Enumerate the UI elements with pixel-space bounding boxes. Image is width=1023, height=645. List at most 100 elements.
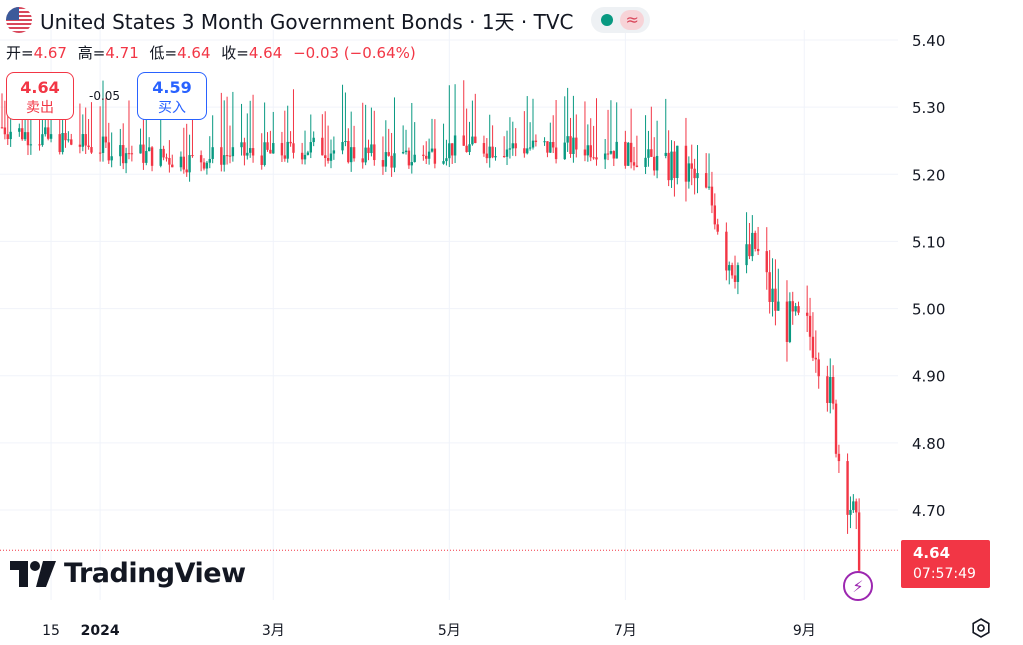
candle-body (251, 148, 255, 156)
candle-body (693, 168, 696, 179)
candle-body (101, 136, 105, 153)
candle-body (425, 155, 428, 159)
candle-body (696, 173, 699, 179)
candle-body (837, 453, 841, 462)
close-value: 4.64 (248, 44, 283, 62)
candle-body (269, 149, 272, 154)
low-label: 低= (149, 44, 178, 62)
change-value: −0.03 (−0.64%) (293, 44, 416, 62)
candle-body (384, 152, 388, 167)
candle-body (312, 137, 315, 143)
buy-price: 4.59 (152, 78, 192, 97)
symbol-title[interactable]: United States 3 Month Government Bonds ·… (40, 9, 574, 34)
candle-body (563, 142, 566, 160)
candle-body (303, 154, 307, 160)
candle-body (482, 143, 486, 154)
candle-body (361, 158, 364, 163)
candle-body (410, 162, 413, 166)
candle-body (272, 143, 275, 154)
candle-body (632, 162, 636, 166)
candle-body (592, 157, 595, 159)
candle-body (18, 128, 21, 132)
candle-body (595, 157, 598, 160)
candle-body (526, 148, 529, 154)
candle-body (462, 135, 465, 146)
candle-body (81, 134, 85, 147)
candle-body (733, 275, 737, 282)
candle-body (826, 376, 829, 403)
candle-body (572, 137, 575, 154)
candle-body (491, 146, 494, 158)
candle-body (220, 147, 223, 165)
candle-body (433, 148, 437, 164)
candle-body (612, 151, 616, 159)
sell-button[interactable]: 4.64 卖出 (6, 72, 74, 120)
candle-body (704, 173, 708, 188)
candle-body (774, 288, 777, 311)
buy-label: 买入 (158, 100, 186, 116)
candle-body (794, 306, 797, 312)
price-tick-label: 5.40 (912, 32, 945, 50)
candle-body (260, 155, 263, 165)
candle-body (609, 151, 613, 154)
delayed-data-icon: ≈ (620, 10, 644, 30)
candle-body (583, 149, 587, 156)
candle-body (165, 157, 168, 159)
last-price-tag: 4.64 07:57:49 (901, 540, 990, 588)
candle-body (41, 134, 44, 146)
candle-body (655, 155, 659, 171)
open-value: 4.67 (33, 44, 67, 62)
candle-body (44, 127, 47, 135)
candle-body (647, 149, 650, 158)
candle-body (104, 136, 108, 143)
settings-icon[interactable] (970, 617, 992, 639)
candle-body (87, 145, 90, 148)
candle-body (751, 232, 754, 257)
candle-body (765, 251, 768, 273)
high-value: 4.71 (105, 44, 139, 62)
candle-body (676, 145, 679, 178)
candle-body (488, 146, 491, 159)
candle-body (182, 156, 186, 170)
candle-body (684, 145, 688, 182)
lightning-icon[interactable]: ⚡ (843, 571, 873, 601)
last-price-value: 4.64 (913, 544, 951, 562)
candle-body (168, 157, 171, 165)
candle-body (745, 244, 748, 266)
candle-body (422, 154, 425, 156)
candle-body (670, 151, 673, 181)
candle-body (728, 265, 731, 271)
candle-body (817, 359, 820, 377)
candle-body (831, 376, 835, 404)
candle-body (650, 149, 653, 157)
spread-value: -0.05 (89, 89, 121, 103)
tradingview-wordmark: TradingView (64, 558, 246, 589)
candle-body (9, 131, 12, 140)
candle-body (393, 153, 396, 168)
time-tick-label: 15 (42, 623, 60, 639)
candle-body (407, 150, 411, 166)
candle-body (494, 156, 497, 158)
candle-body (546, 141, 549, 153)
candle-body (528, 147, 532, 149)
price-tick-label: 4.70 (912, 502, 945, 520)
buy-button[interactable]: 4.59 买入 (137, 72, 207, 120)
candle-body (627, 142, 630, 166)
ohlc-legend: 开=4.67 高=4.71 低=4.64 收=4.64 −0.03 (−0.64… (6, 42, 422, 63)
candle-body (635, 165, 639, 167)
candle-body (228, 155, 232, 157)
candle-body (508, 148, 512, 150)
price-axis: 5.40 5.30 5.20 5.10 5.00 4.90 4.80 4.70 (912, 32, 945, 520)
candle-body (788, 301, 792, 342)
time-tick-label: 3月 (262, 623, 285, 639)
candle-body (834, 403, 838, 454)
market-status-pill[interactable]: ≈ (591, 7, 650, 33)
tradingview-logo[interactable]: TradingView (10, 558, 246, 589)
candle-body (485, 153, 489, 159)
candle-body (805, 312, 809, 316)
price-tick-label: 4.80 (912, 435, 945, 453)
candle-body (791, 301, 794, 312)
candle-body (451, 143, 454, 156)
tradingview-logo-icon (10, 560, 56, 587)
